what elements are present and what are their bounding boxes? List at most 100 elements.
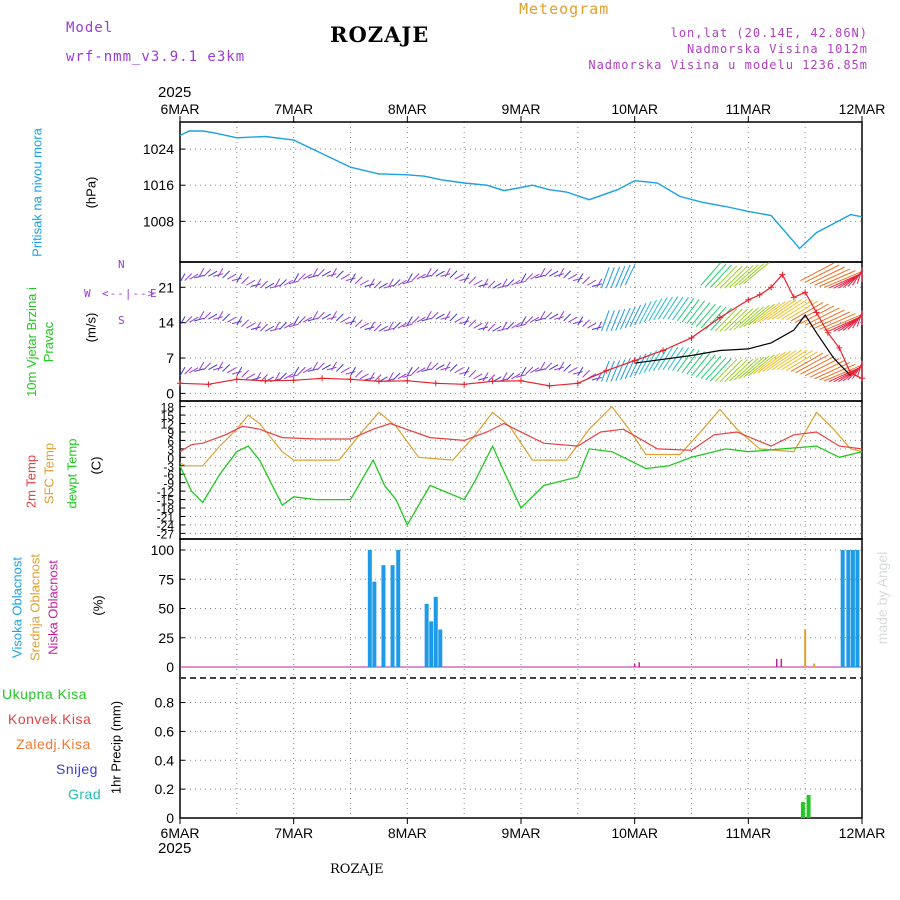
wind-barb — [530, 367, 540, 374]
wind-barb — [516, 280, 527, 285]
y-tick-label: 15 — [161, 409, 175, 423]
wind-speed-marker — [205, 381, 212, 388]
wind-barb — [667, 346, 684, 371]
wind-barb — [629, 304, 642, 327]
wind-barb — [255, 372, 262, 382]
wind-barb — [316, 362, 325, 371]
wind-barb — [634, 302, 647, 326]
wind-barb — [473, 373, 483, 380]
wind-barb — [657, 296, 673, 320]
wind-barb — [255, 321, 262, 331]
wind-barb — [236, 316, 243, 326]
wind-barb — [288, 323, 299, 328]
y-tick-label: 0.2 — [155, 781, 175, 797]
wind-barb — [714, 308, 738, 332]
wind-barb — [213, 366, 223, 371]
wind-barb — [738, 356, 765, 380]
wind-speed-marker — [813, 309, 820, 316]
wind-barb — [435, 270, 445, 277]
wind-barb — [293, 366, 300, 376]
wind-barb — [487, 280, 496, 289]
wind-barb — [231, 277, 242, 282]
wind-barb — [364, 326, 375, 330]
wind-barb — [283, 322, 294, 329]
wind-barb — [700, 262, 722, 286]
x-tick-label-bottom: 6MAR — [161, 825, 200, 841]
wind-barb — [302, 273, 313, 280]
compass-w: W — [84, 287, 92, 300]
compass-n: N — [118, 258, 126, 271]
wind-barb — [473, 279, 483, 286]
precip-bar — [800, 802, 805, 818]
wind-barb — [605, 310, 615, 332]
wind-speed-marker — [756, 291, 763, 298]
wind-barb — [411, 366, 420, 375]
y-tick-label: 1008 — [143, 213, 174, 229]
wind-barb — [511, 373, 521, 380]
wind-speed-marker — [574, 380, 581, 387]
wind-barb — [184, 316, 193, 324]
wind-gust-line — [634, 314, 852, 377]
wind-barb — [686, 351, 705, 375]
wind-barb — [856, 268, 863, 284]
wind-barb — [463, 273, 470, 283]
cloud-bar — [850, 550, 855, 667]
wind-barb — [743, 262, 770, 285]
wind-barb — [250, 326, 261, 330]
coords-label: lon,lat (20.14E, 42.86N) — [670, 26, 868, 40]
y-tick-label: 100 — [151, 542, 175, 558]
wind-barb — [549, 313, 559, 320]
wind-barb — [501, 321, 508, 331]
wind-barb — [369, 372, 375, 382]
y-tick-label: 7 — [166, 350, 174, 366]
wind-barb — [350, 316, 356, 326]
wind-barb — [430, 362, 439, 371]
wind-barb — [615, 359, 626, 382]
model-label: Model — [66, 20, 114, 36]
wind-barb — [748, 354, 775, 377]
wind-barb — [506, 372, 515, 381]
wind-barb — [828, 366, 863, 383]
wind-barb — [312, 268, 319, 278]
wind-barb — [828, 272, 863, 289]
wind-barb — [198, 361, 205, 371]
cloud-bar — [633, 663, 636, 667]
wind-barb — [672, 297, 689, 321]
cloud-bar — [424, 603, 429, 667]
wind-barb — [554, 273, 564, 277]
wind-barb — [620, 307, 631, 330]
wind-barb — [340, 273, 350, 280]
wind-barb — [331, 361, 337, 371]
wind-barb — [714, 265, 738, 289]
wind-barb — [492, 325, 502, 332]
wind-barb — [785, 351, 819, 371]
wind-barb — [582, 369, 590, 378]
wind-barb — [335, 313, 344, 322]
y-tick-label: 0.4 — [155, 752, 175, 768]
wind-barb — [227, 367, 237, 374]
wind-barb — [198, 268, 205, 278]
wind-barb — [189, 316, 199, 323]
wind-barb — [321, 270, 331, 277]
wind-barb — [411, 273, 420, 282]
wind-barb — [364, 376, 375, 381]
wind-speed-marker — [836, 344, 843, 351]
wind-barb — [440, 273, 451, 277]
wind-barb — [814, 268, 851, 286]
wind-speed-marker — [745, 296, 752, 303]
wind-speed-marker — [779, 271, 786, 278]
wind-barb — [516, 374, 527, 378]
y-tick-label: 14 — [158, 315, 174, 331]
wind-barb — [539, 268, 546, 278]
wind-barb — [241, 276, 249, 285]
wind-speed-marker — [262, 377, 269, 384]
cloud-bar — [780, 658, 783, 667]
wind-barb — [179, 316, 186, 326]
wind-barb — [260, 280, 268, 289]
wind-barb — [856, 362, 863, 378]
wind-barb — [279, 279, 287, 287]
wind-barb — [222, 364, 231, 372]
x-tick-label-bottom: 11MAR — [726, 825, 772, 841]
wind-barb — [392, 322, 401, 330]
wind-barb — [189, 367, 199, 374]
